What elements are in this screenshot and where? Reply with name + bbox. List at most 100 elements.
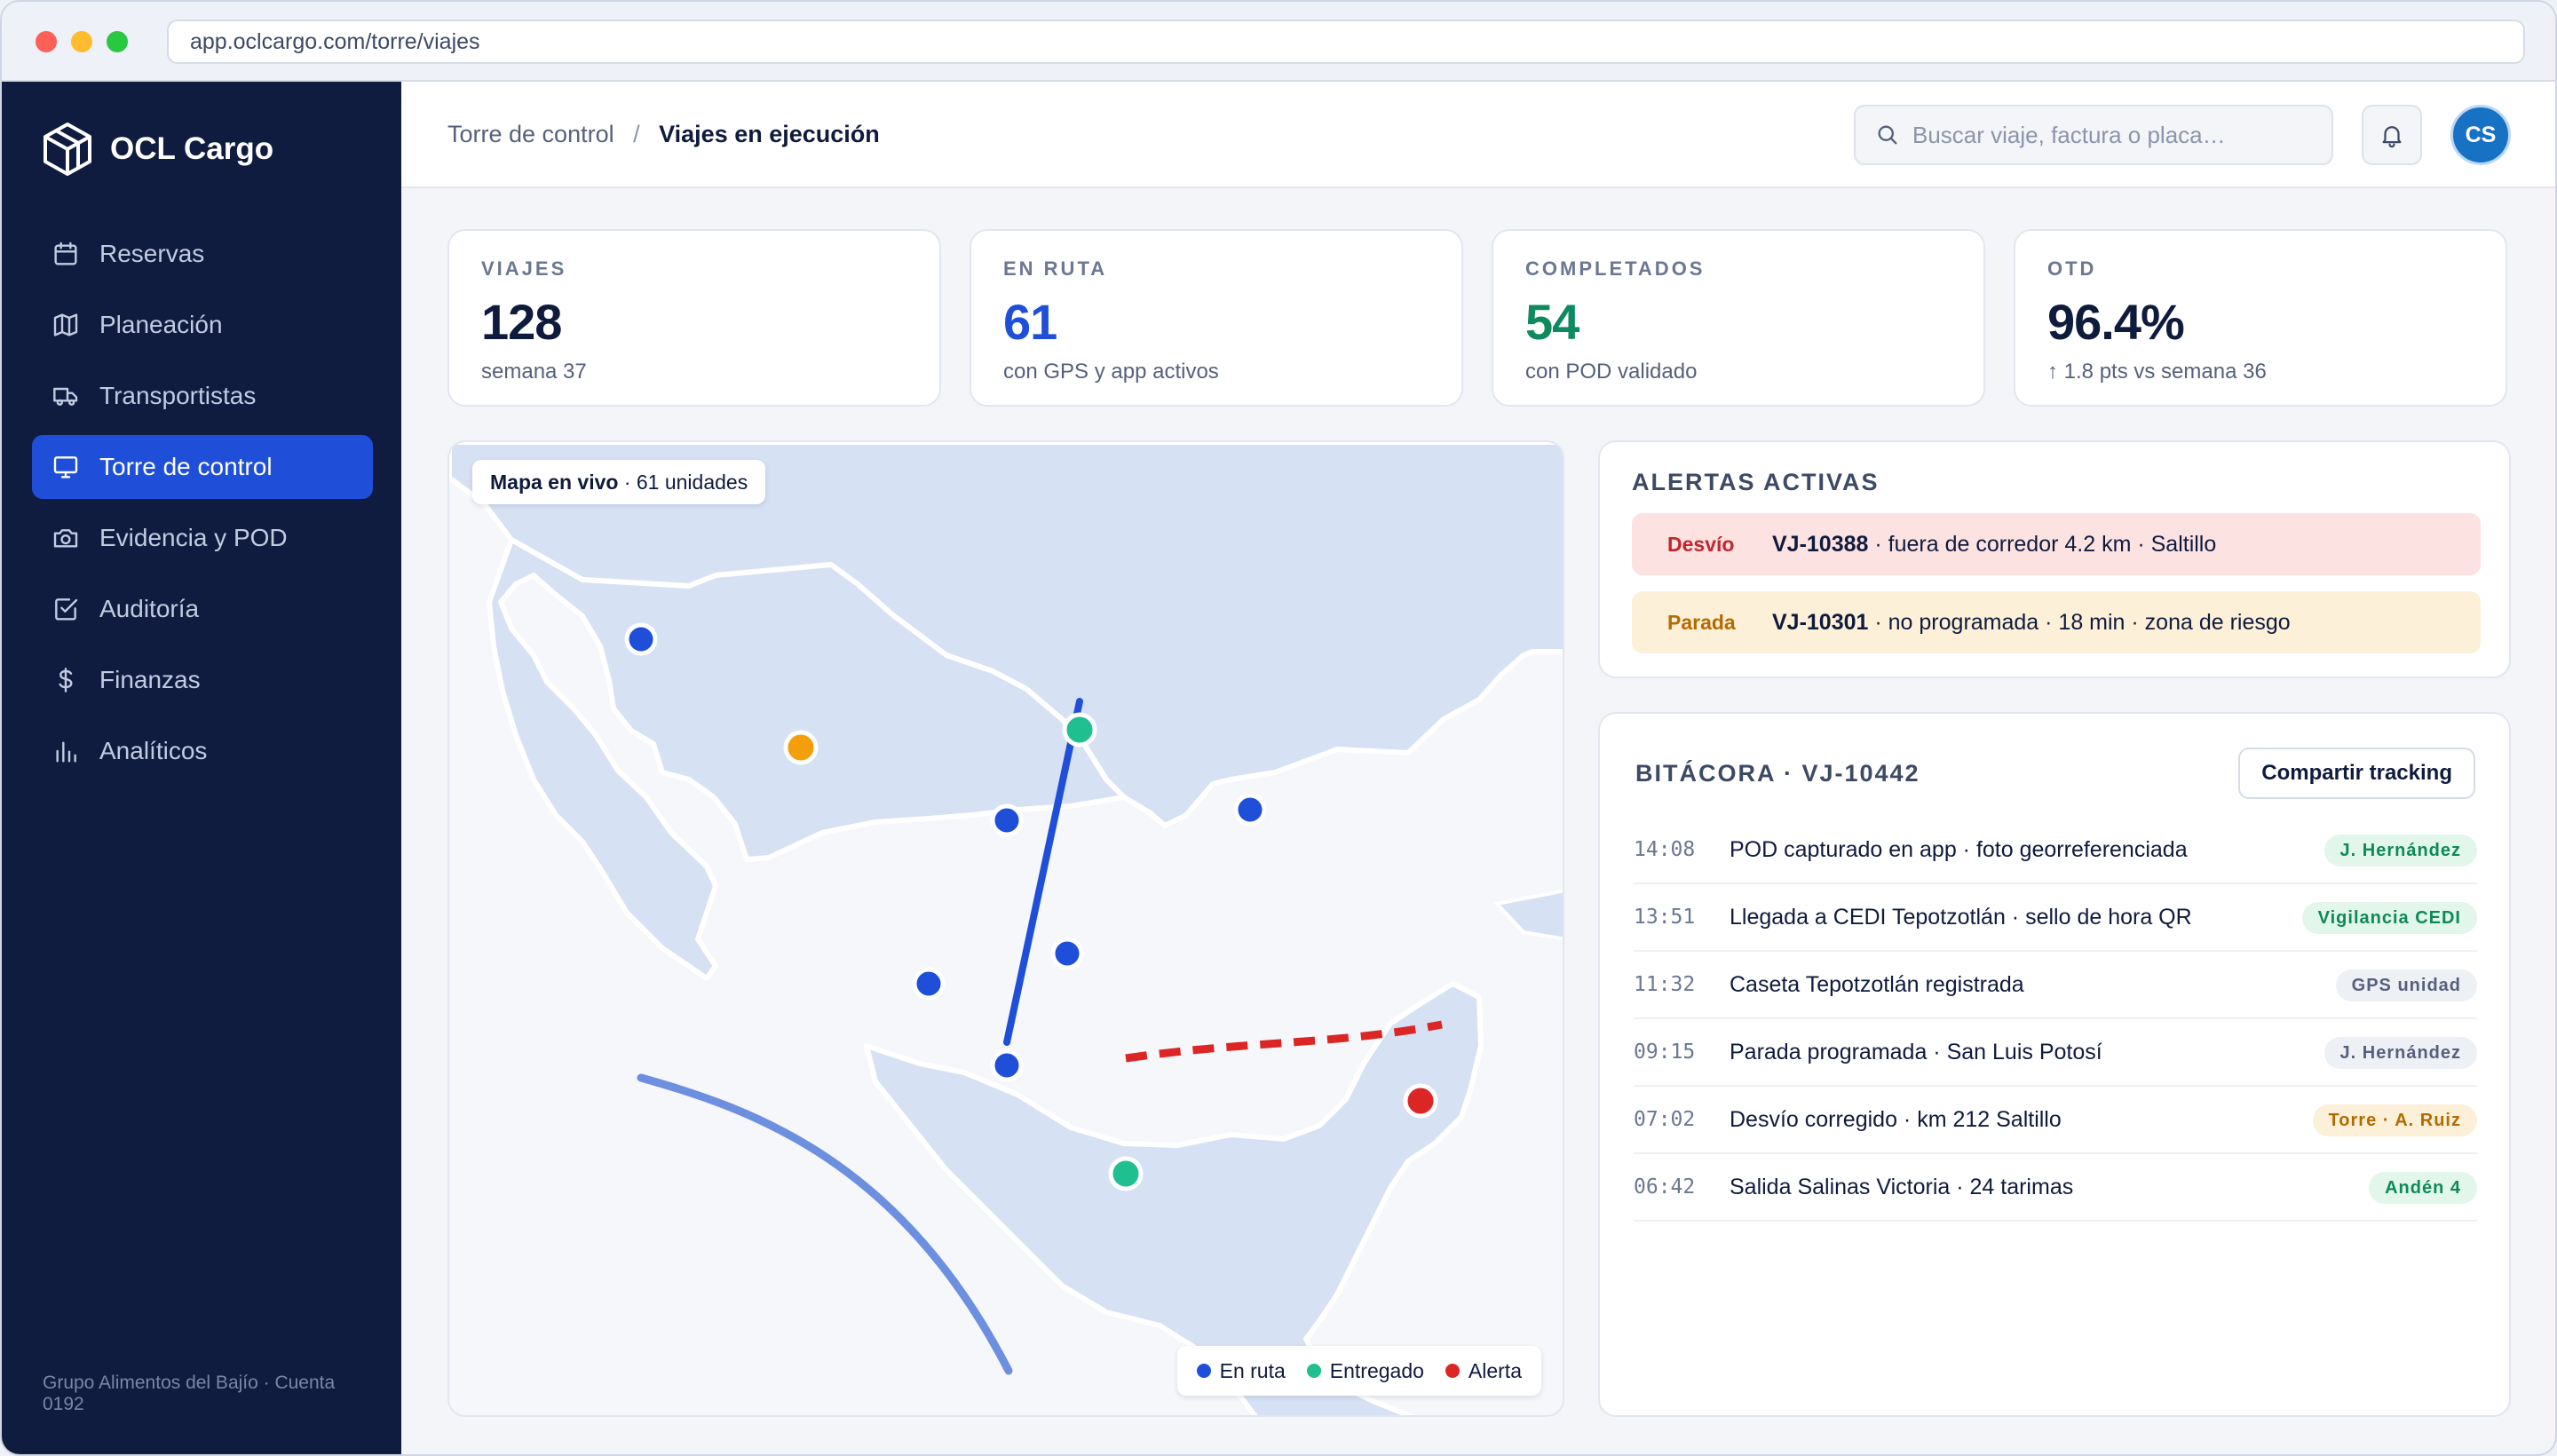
stat-label: EN RUTA	[1003, 257, 1108, 280]
land-mexico-south	[864, 981, 1484, 1415]
sidebar-item-label: Finanzas	[99, 666, 201, 693]
account-name: Grupo Alimentos del Bajío · Cuenta 0192	[43, 1373, 336, 1414]
vehicle-marker-en-ruta[interactable]	[912, 967, 946, 1001]
sidebar-item-planeacion[interactable]: Planeación	[32, 293, 373, 357]
map-unit-count: · 61 unidades	[618, 471, 748, 494]
map-canvas[interactable]	[449, 442, 1564, 1417]
map-legend: En ruta Entregado Alerta	[1176, 1346, 1541, 1396]
sidebar-item-reservas[interactable]: Reservas	[32, 222, 373, 286]
stat-value: 61	[1003, 294, 1057, 350]
log-text: Desvío corregido · km 212 Saltillo	[1730, 1106, 2062, 1132]
vehicle-marker-en-ruta[interactable]	[990, 803, 1024, 837]
log-text: Llegada a CEDI Tepotzotlán · sello de ho…	[1730, 904, 2192, 930]
sidebar-item-transportistas[interactable]: Transportistas	[32, 364, 373, 428]
brand[interactable]: OCL Cargo	[41, 121, 273, 178]
notifications-button[interactable]	[2362, 105, 2422, 165]
legend-label: Entregado	[1329, 1358, 1424, 1382]
topbar: Torre de control / Viajes en ejecución C…	[401, 82, 2555, 188]
breadcrumb-separator: /	[633, 121, 640, 147]
search-box[interactable]	[1854, 105, 2333, 165]
log-row: 06:42 Salida Salinas Victoria · 24 tarim…	[1634, 1154, 2477, 1222]
address-bar[interactable]: app.oclcargo.com/torre/viajes	[167, 20, 2525, 64]
stat-card-viajes: VIAJES 128 semana 37	[447, 229, 941, 407]
log-time: 14:08	[1634, 838, 1696, 861]
alert-row[interactable]: Desvío VJ-10388 · fuera de corredor 4.2 …	[1632, 513, 2481, 575]
stat-card-otd: OTD 96.4% ↑ 1.8 pts vs semana 36	[2014, 229, 2507, 407]
sidebar-item-torre-de-control[interactable]: Torre de control	[32, 435, 373, 499]
truck-icon	[53, 387, 78, 406]
share-tracking-button[interactable]: Compartir tracking	[2238, 748, 2475, 799]
vehicle-marker-entregado[interactable]	[1108, 1156, 1144, 1191]
stat-value: 128	[481, 294, 562, 350]
stat-subtitle: con POD validado	[1525, 360, 1698, 384]
alert-row[interactable]: Parada VJ-10301 · no programada · 18 min…	[1632, 591, 2481, 653]
log-text: Salida Salinas Victoria · 24 tarimas	[1730, 1174, 2074, 1199]
stat-subtitle: con GPS y app activos	[1003, 360, 1219, 384]
log-tag: J. Hernández	[2323, 1037, 2477, 1069]
log-tag: Andén 4	[2369, 1172, 2477, 1204]
log-row: 07:02 Desvío corregido · km 212 Saltillo…	[1634, 1087, 2477, 1154]
avatar[interactable]: CS	[2450, 105, 2511, 165]
stat-card-completados: COMPLETADOS 54 con POD validado	[1492, 229, 1985, 407]
sidebar-item-analiticos[interactable]: Analíticos	[32, 719, 373, 783]
legend-label: En ruta	[1219, 1358, 1286, 1382]
bell-icon	[2382, 126, 2402, 148]
stat-label: OTD	[2047, 257, 2097, 280]
map-icon	[53, 313, 78, 336]
stat-label: VIAJES	[481, 257, 567, 280]
legend-item-entregado: Entregado	[1306, 1358, 1424, 1383]
maximize-window-button[interactable]	[107, 31, 128, 52]
vehicle-marker-en-ruta[interactable]	[1050, 937, 1084, 970]
land-cuba	[1493, 889, 1563, 941]
vehicle-marker-en-ruta[interactable]	[1233, 793, 1267, 827]
alert-type: Desvío	[1667, 532, 1735, 556]
sidebar-nav: Reservas Planeación Transportistas Torre…	[32, 222, 373, 790]
route-line	[1003, 698, 1083, 1046]
sidebar-item-label: Torre de control	[99, 453, 273, 480]
sidebar: OCL Cargo Reservas Planeación Transporti…	[2, 82, 401, 1454]
sidebar-item-label: Reservas	[99, 240, 205, 267]
close-window-button[interactable]	[36, 31, 57, 52]
search-icon	[1878, 125, 1897, 145]
legend-swatch	[1196, 1364, 1211, 1378]
map-title: Mapa en vivo · 61 unidades	[472, 460, 766, 504]
sidebar-item-label: Transportistas	[99, 382, 257, 409]
log-tag: Torre · A. Ruiz	[2312, 1104, 2477, 1136]
monitor-icon	[53, 456, 78, 479]
log-time: 11:32	[1634, 973, 1696, 996]
stat-label: COMPLETADOS	[1525, 257, 1706, 280]
vehicle-marker-en-ruta[interactable]	[990, 1048, 1024, 1082]
log-row: 09:15 Parada programada · San Luis Potos…	[1634, 1019, 2477, 1087]
log-tag: GPS unidad	[2335, 969, 2477, 1001]
vehicle-marker-parada[interactable]	[783, 730, 819, 765]
alert-detail: · no programada · 18 min · zona de riesg…	[1868, 609, 2291, 635]
cube-logo-icon	[44, 123, 91, 176]
log-title: BITÁCORA · VJ-10442	[1635, 760, 1920, 787]
sidebar-item-label: Evidencia y POD	[99, 524, 288, 551]
legend-item-en-ruta: En ruta	[1196, 1358, 1286, 1383]
calendar-icon	[54, 241, 77, 265]
sidebar-item-auditoria[interactable]: Auditoría	[32, 577, 373, 641]
search-input[interactable]	[1912, 121, 2321, 149]
sidebar-item-label: Auditoría	[99, 595, 200, 622]
log-row: 13:51 Llegada a CEDI Tepotzotlán · sello…	[1634, 884, 2477, 952]
live-map[interactable]: Mapa en vivo · 61 unidades En ruta Entre…	[447, 440, 1564, 1417]
alert-trip-id: VJ-10301	[1772, 609, 1869, 635]
legend-label: Alerta	[1468, 1358, 1522, 1382]
breadcrumb-parent[interactable]: Torre de control	[447, 121, 614, 147]
vehicle-marker-entregado[interactable]	[1062, 712, 1097, 748]
sidebar-item-finanzas[interactable]: Finanzas	[32, 648, 373, 712]
log-text: Caseta Tepotzotlán registrada	[1730, 971, 2024, 997]
legend-item-alerta: Alerta	[1445, 1359, 1522, 1383]
log-tag: Vigilancia CEDI	[2301, 902, 2477, 934]
minimize-window-button[interactable]	[71, 31, 92, 52]
log-row: 11:32 Caseta Tepotzotlán registrada GPS …	[1634, 952, 2477, 1019]
vehicle-marker-en-ruta[interactable]	[624, 622, 658, 656]
camera-icon	[53, 529, 78, 548]
sidebar-item-label: Planeación	[99, 311, 223, 338]
log-list: 14:08 POD capturado en app · foto georre…	[1634, 817, 2477, 1222]
vehicle-marker-alerta[interactable]	[1403, 1083, 1438, 1119]
route-line-alert	[1125, 1020, 1443, 1063]
sidebar-item-evidencia-y-pod[interactable]: Evidencia y POD	[32, 506, 373, 570]
